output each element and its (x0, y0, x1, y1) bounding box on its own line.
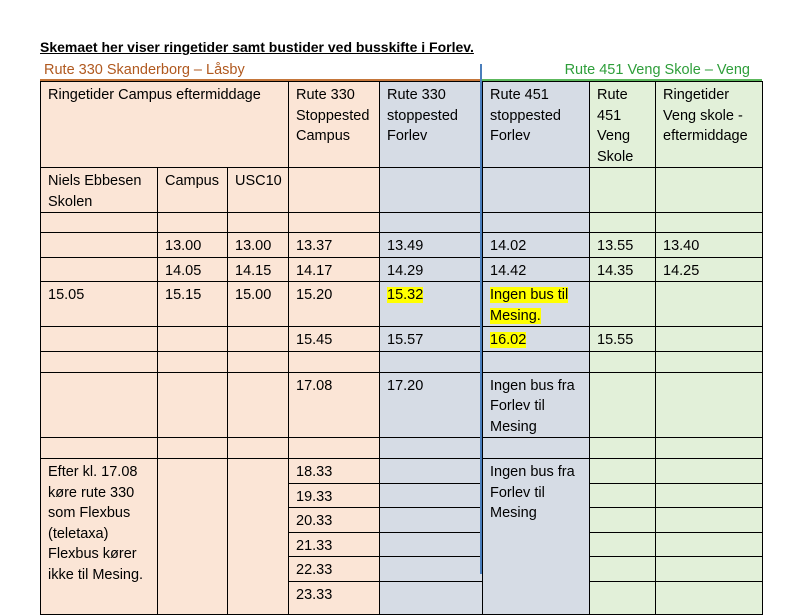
subheader-campus: Campus (157, 167, 228, 213)
cell-time: 15.55 (589, 326, 657, 352)
highlighted-time: 15.32 (387, 287, 424, 303)
header-r330-forlev: Rute 330 stoppested Forlev (379, 81, 484, 168)
table-row (40, 350, 764, 373)
cell-time: 22.33 (288, 556, 381, 582)
cell-time: 15.05 (40, 281, 158, 327)
table-row (40, 437, 764, 459)
table-row: 22.33 (41, 556, 764, 582)
cell-time: 19.33 (288, 482, 381, 508)
table-row: 15.05 15.15 15.00 15.20 15.32 Ingen bus … (40, 281, 764, 327)
cell-time: 15.57 (379, 326, 484, 352)
header-veng-ringetider: Ringetider Veng skole - eftermiddage (655, 81, 764, 168)
cell-time: 18.33 (288, 458, 381, 484)
cell-time: 21.33 (288, 531, 381, 557)
route-divider-line (480, 64, 482, 574)
cell-note: Ingen bus fra Forlev til Mesing (482, 371, 591, 438)
highlighted-time: 16.02 (490, 332, 527, 348)
header-row: Ringetider Campus eftermiddage Rute 330 … (39, 81, 764, 168)
highlighted-note: Ingen bus til Mesing. (490, 287, 569, 324)
subheader-usc10: USC10 (226, 167, 290, 213)
cell-time: 13.49 (379, 232, 484, 258)
header-r451-forlev: Rute 451 stoppested Forlev (482, 81, 591, 168)
cell-time: 13.37 (288, 232, 381, 258)
header-r330-campus: Rute 330 Stoppested Campus (288, 81, 381, 168)
table-row: 19.33 (41, 482, 764, 508)
table-row: 13.00 13.00 13.37 13.49 14.02 13.55 13.4… (40, 232, 764, 258)
cell-time: 20.33 (288, 507, 381, 533)
route-330-underline (40, 79, 482, 81)
table-row: 14.05 14.15 14.17 14.29 14.42 14.35 14.2… (40, 256, 764, 282)
subheader-row: Niels Ebbesen Skolen Campus USC10 (40, 167, 764, 213)
header-ringetider-campus: Ringetider Campus eftermiddage (39, 81, 290, 168)
cell-time: 15.00 (226, 281, 290, 327)
schedule-table: Ringetider Campus eftermiddage Rute 330 … (39, 81, 764, 615)
cell-time: 17.08 (288, 371, 381, 438)
cell-time: 14.35 (589, 256, 657, 282)
table-row: 17.08 17.20 Ingen bus fra Forlev til Mes… (40, 371, 764, 438)
cell-time: 13.40 (655, 232, 764, 258)
cell-time: 14.05 (157, 256, 228, 282)
cell-time: 17.20 (379, 371, 484, 438)
cell-time: 14.17 (288, 256, 381, 282)
route-451-underline (482, 79, 762, 81)
cell-time: 15.15 (157, 281, 228, 327)
table-row: 15.45 15.57 16.02 15.55 (40, 326, 764, 352)
table-row: Efter kl. 17.08 køre rute 330 som Flexbu… (40, 458, 764, 615)
page-title: Skemaet her viser ringetider samt bustid… (40, 39, 474, 55)
flexbus-note: Efter kl. 17.08 køre rute 330 som Flexbu… (40, 458, 158, 615)
route-330-label: Rute 330 Skanderborg – Låsby (44, 62, 245, 78)
cell-time: 13.00 (226, 232, 290, 258)
cell-time: 15.45 (288, 326, 381, 352)
cell-time: 14.15 (226, 256, 290, 282)
cell-note: Ingen bus fra Forlev til Mesing (482, 458, 591, 615)
table-row: 21.33 (41, 531, 764, 557)
table-row: 20.33 (41, 507, 764, 533)
cell-time: 13.55 (589, 232, 657, 258)
cell-time: 14.02 (482, 232, 591, 258)
cell-time: 15.20 (288, 281, 381, 327)
cell-time: 14.42 (482, 256, 591, 282)
route-451-label: Rute 451 Veng Skole – Veng (564, 62, 750, 78)
table-row (40, 212, 764, 233)
cell-time: 13.00 (157, 232, 228, 258)
header-r451-veng: Rute 451 Veng Skole (589, 81, 657, 168)
cell-time: 23.33 (288, 580, 381, 615)
cell-time: 14.25 (655, 256, 764, 282)
table-row: 23.33 (41, 580, 764, 615)
subheader-niels: Niels Ebbesen Skolen (40, 167, 158, 213)
cell-time: 14.29 (379, 256, 484, 282)
